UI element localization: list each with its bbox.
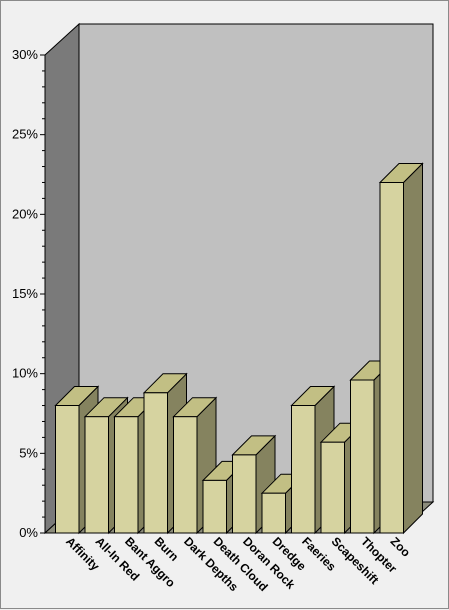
bar-front xyxy=(84,416,109,534)
x-tick-label: Zoo xyxy=(388,534,413,559)
bar-front xyxy=(173,416,198,534)
bar-front xyxy=(350,379,375,534)
bar-front xyxy=(232,454,257,534)
bar-front xyxy=(261,492,286,534)
y-tick-label: 0% xyxy=(19,525,38,540)
bar-front xyxy=(143,392,168,534)
bar-front xyxy=(379,182,404,534)
y-tick-label: 5% xyxy=(19,445,38,460)
y-tick-label: 10% xyxy=(12,366,38,381)
bar-side xyxy=(403,162,423,535)
bar xyxy=(378,162,424,535)
y-tick-label: 20% xyxy=(12,206,38,221)
bar-front xyxy=(202,479,227,534)
bar-front xyxy=(114,416,139,534)
bar-front xyxy=(55,405,80,534)
bar-front xyxy=(320,441,345,534)
y-tick-label: 30% xyxy=(12,47,38,62)
y-tick-label: 25% xyxy=(12,127,38,142)
y-tick-label: 15% xyxy=(12,286,38,301)
bar-front xyxy=(291,405,316,534)
